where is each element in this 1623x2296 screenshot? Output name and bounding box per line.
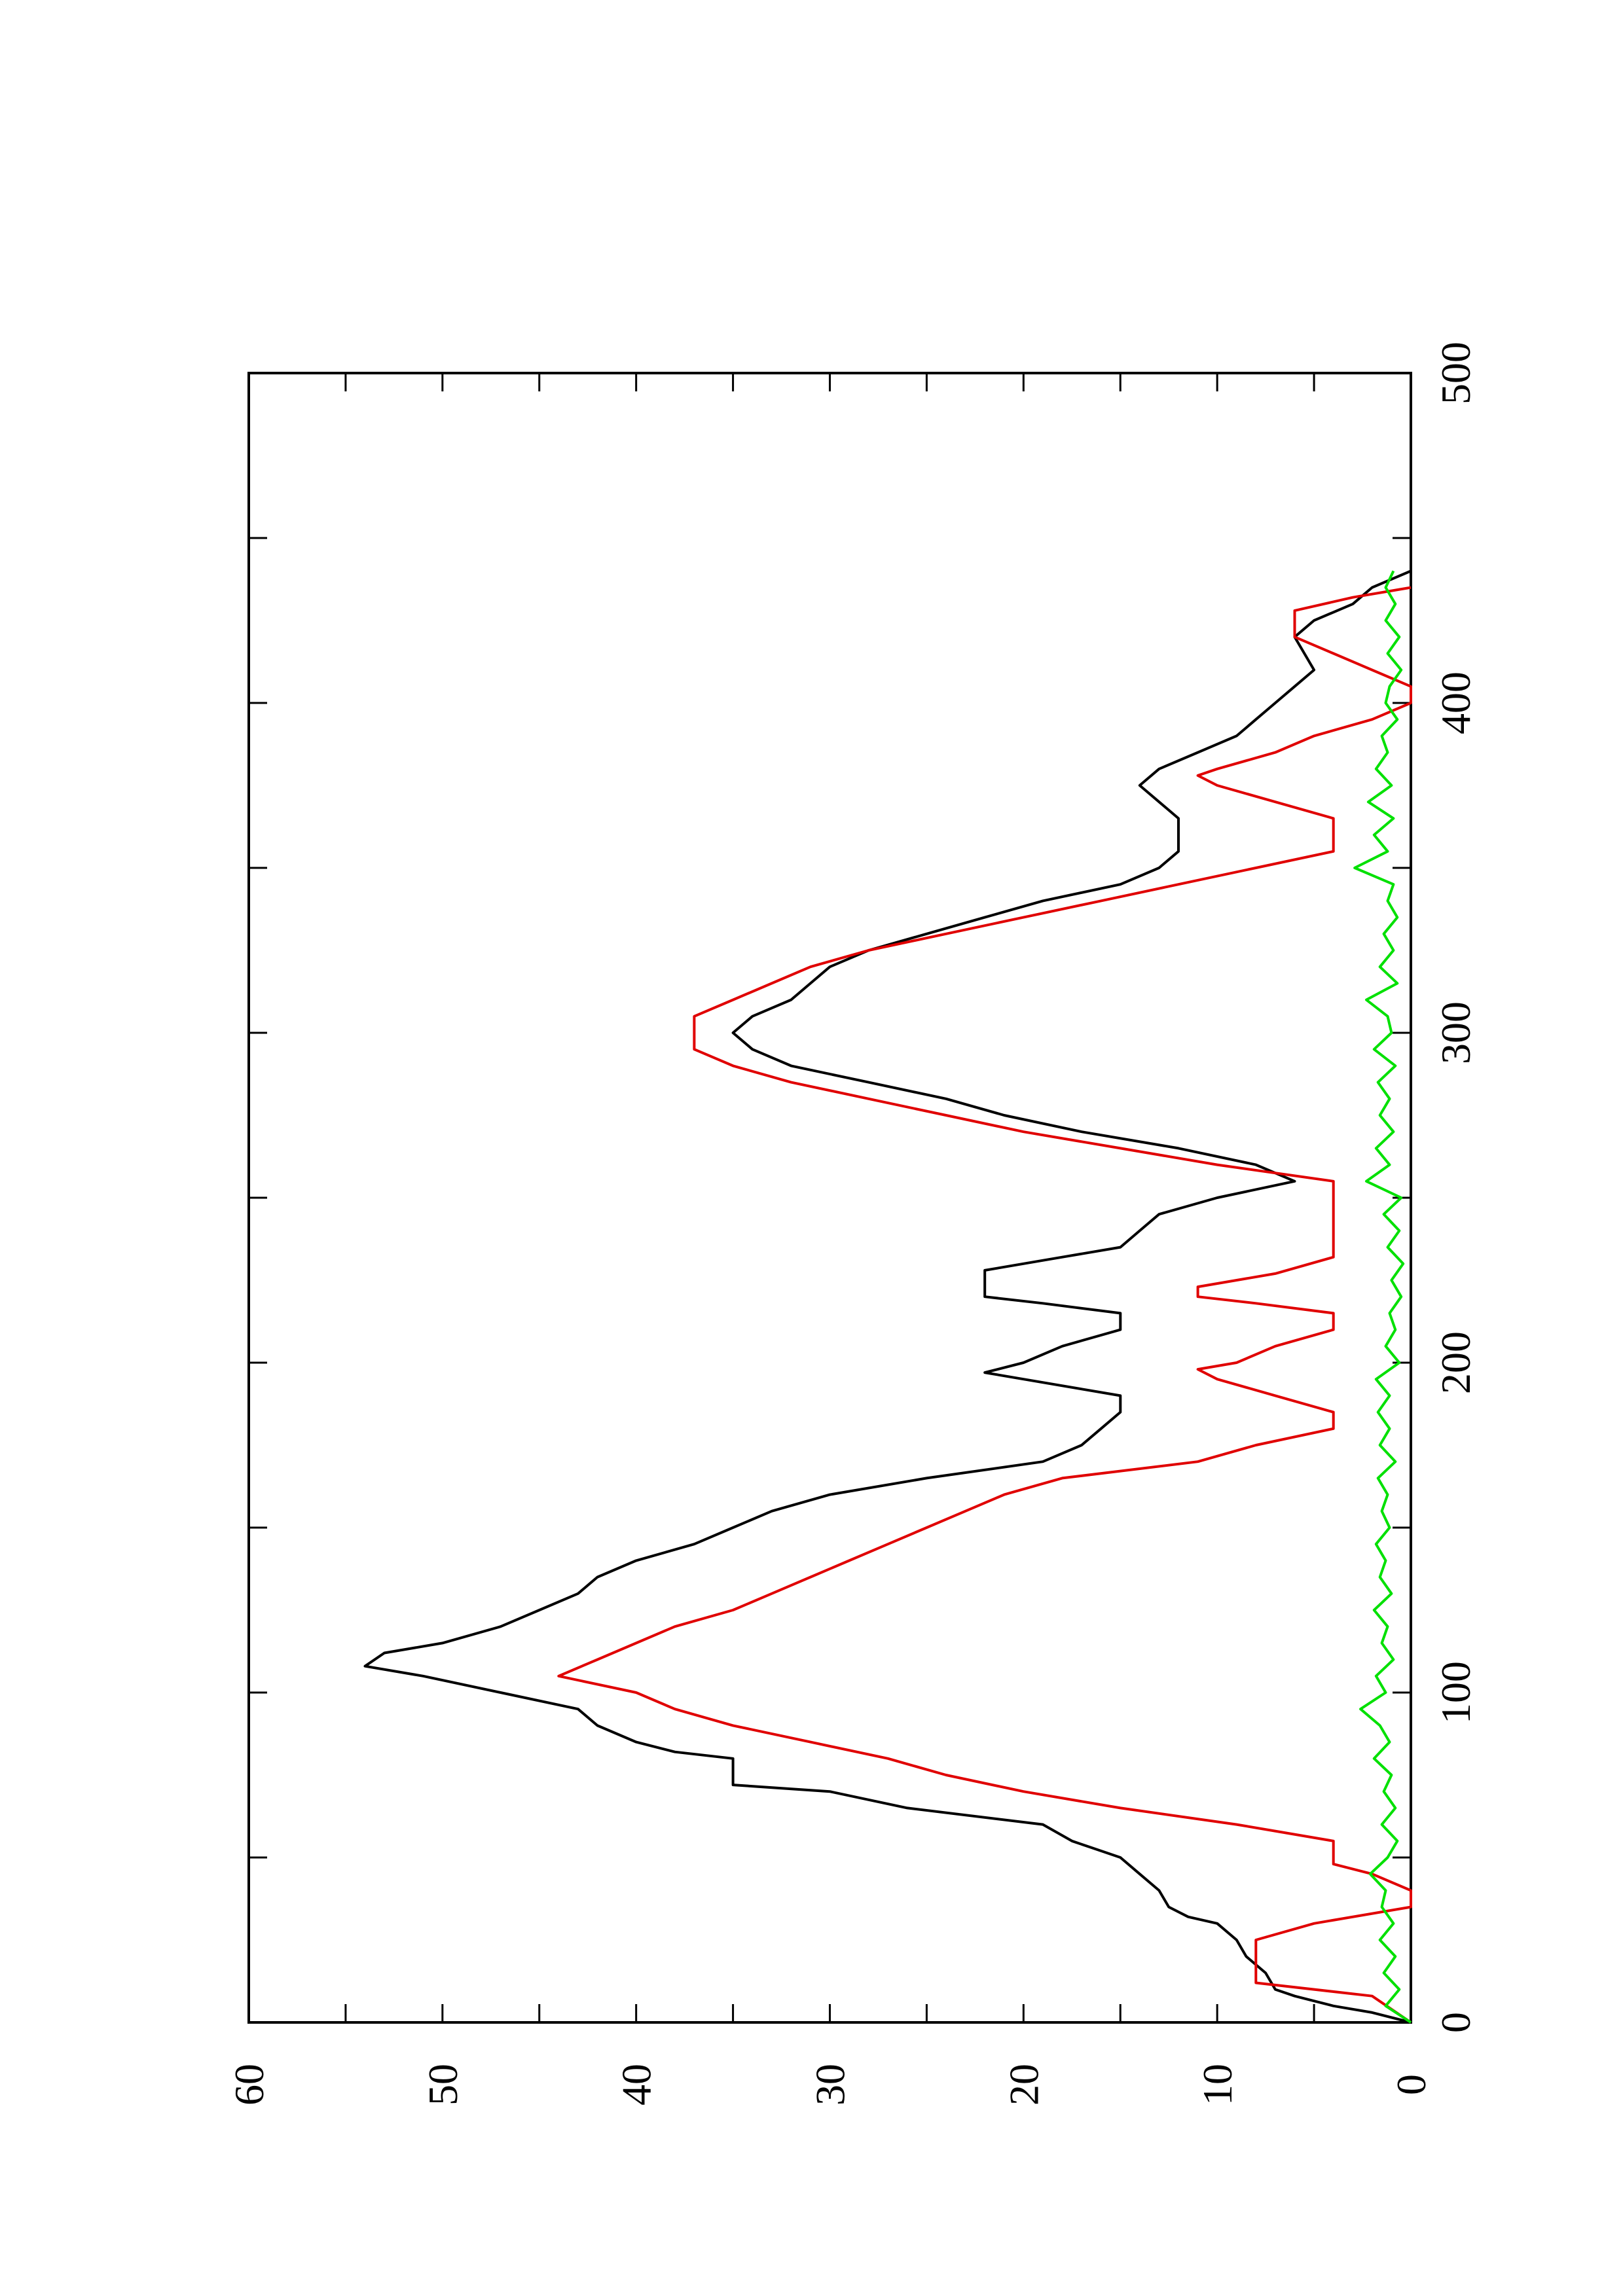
x-tick-label: 200: [1432, 1331, 1479, 1394]
axis-ticks: [247, 372, 1412, 2024]
x-tick-label: 400: [1432, 672, 1479, 734]
y-tick-label: 30: [807, 2064, 854, 2106]
y-tick-label: 20: [1000, 2064, 1047, 2106]
series-line-red: [557, 586, 1412, 2024]
series-line-black: [363, 569, 1412, 2024]
y-tick-label: 40: [613, 2064, 660, 2106]
series-line-green: [1353, 570, 1412, 2024]
x-tick-labels: 0 100 200 300 400 500: [1432, 342, 1479, 2033]
x-tick-label: 500: [1432, 342, 1479, 404]
y-tick-label: 10: [1194, 2064, 1241, 2106]
x-tick-label: 300: [1432, 1001, 1479, 1064]
x-tick-label: 100: [1432, 1661, 1479, 1724]
x-tick-label: 0: [1432, 2012, 1479, 2033]
series-layer: [363, 569, 1412, 2024]
y-tick-labels: 0 10 20 30 40 50 60: [226, 2064, 1434, 2106]
plot-frame: [247, 372, 1412, 2024]
y-tick-label: 60: [226, 2064, 272, 2106]
y-tick-label: 0: [1388, 2074, 1434, 2095]
y-tick-label: 50: [420, 2064, 466, 2106]
